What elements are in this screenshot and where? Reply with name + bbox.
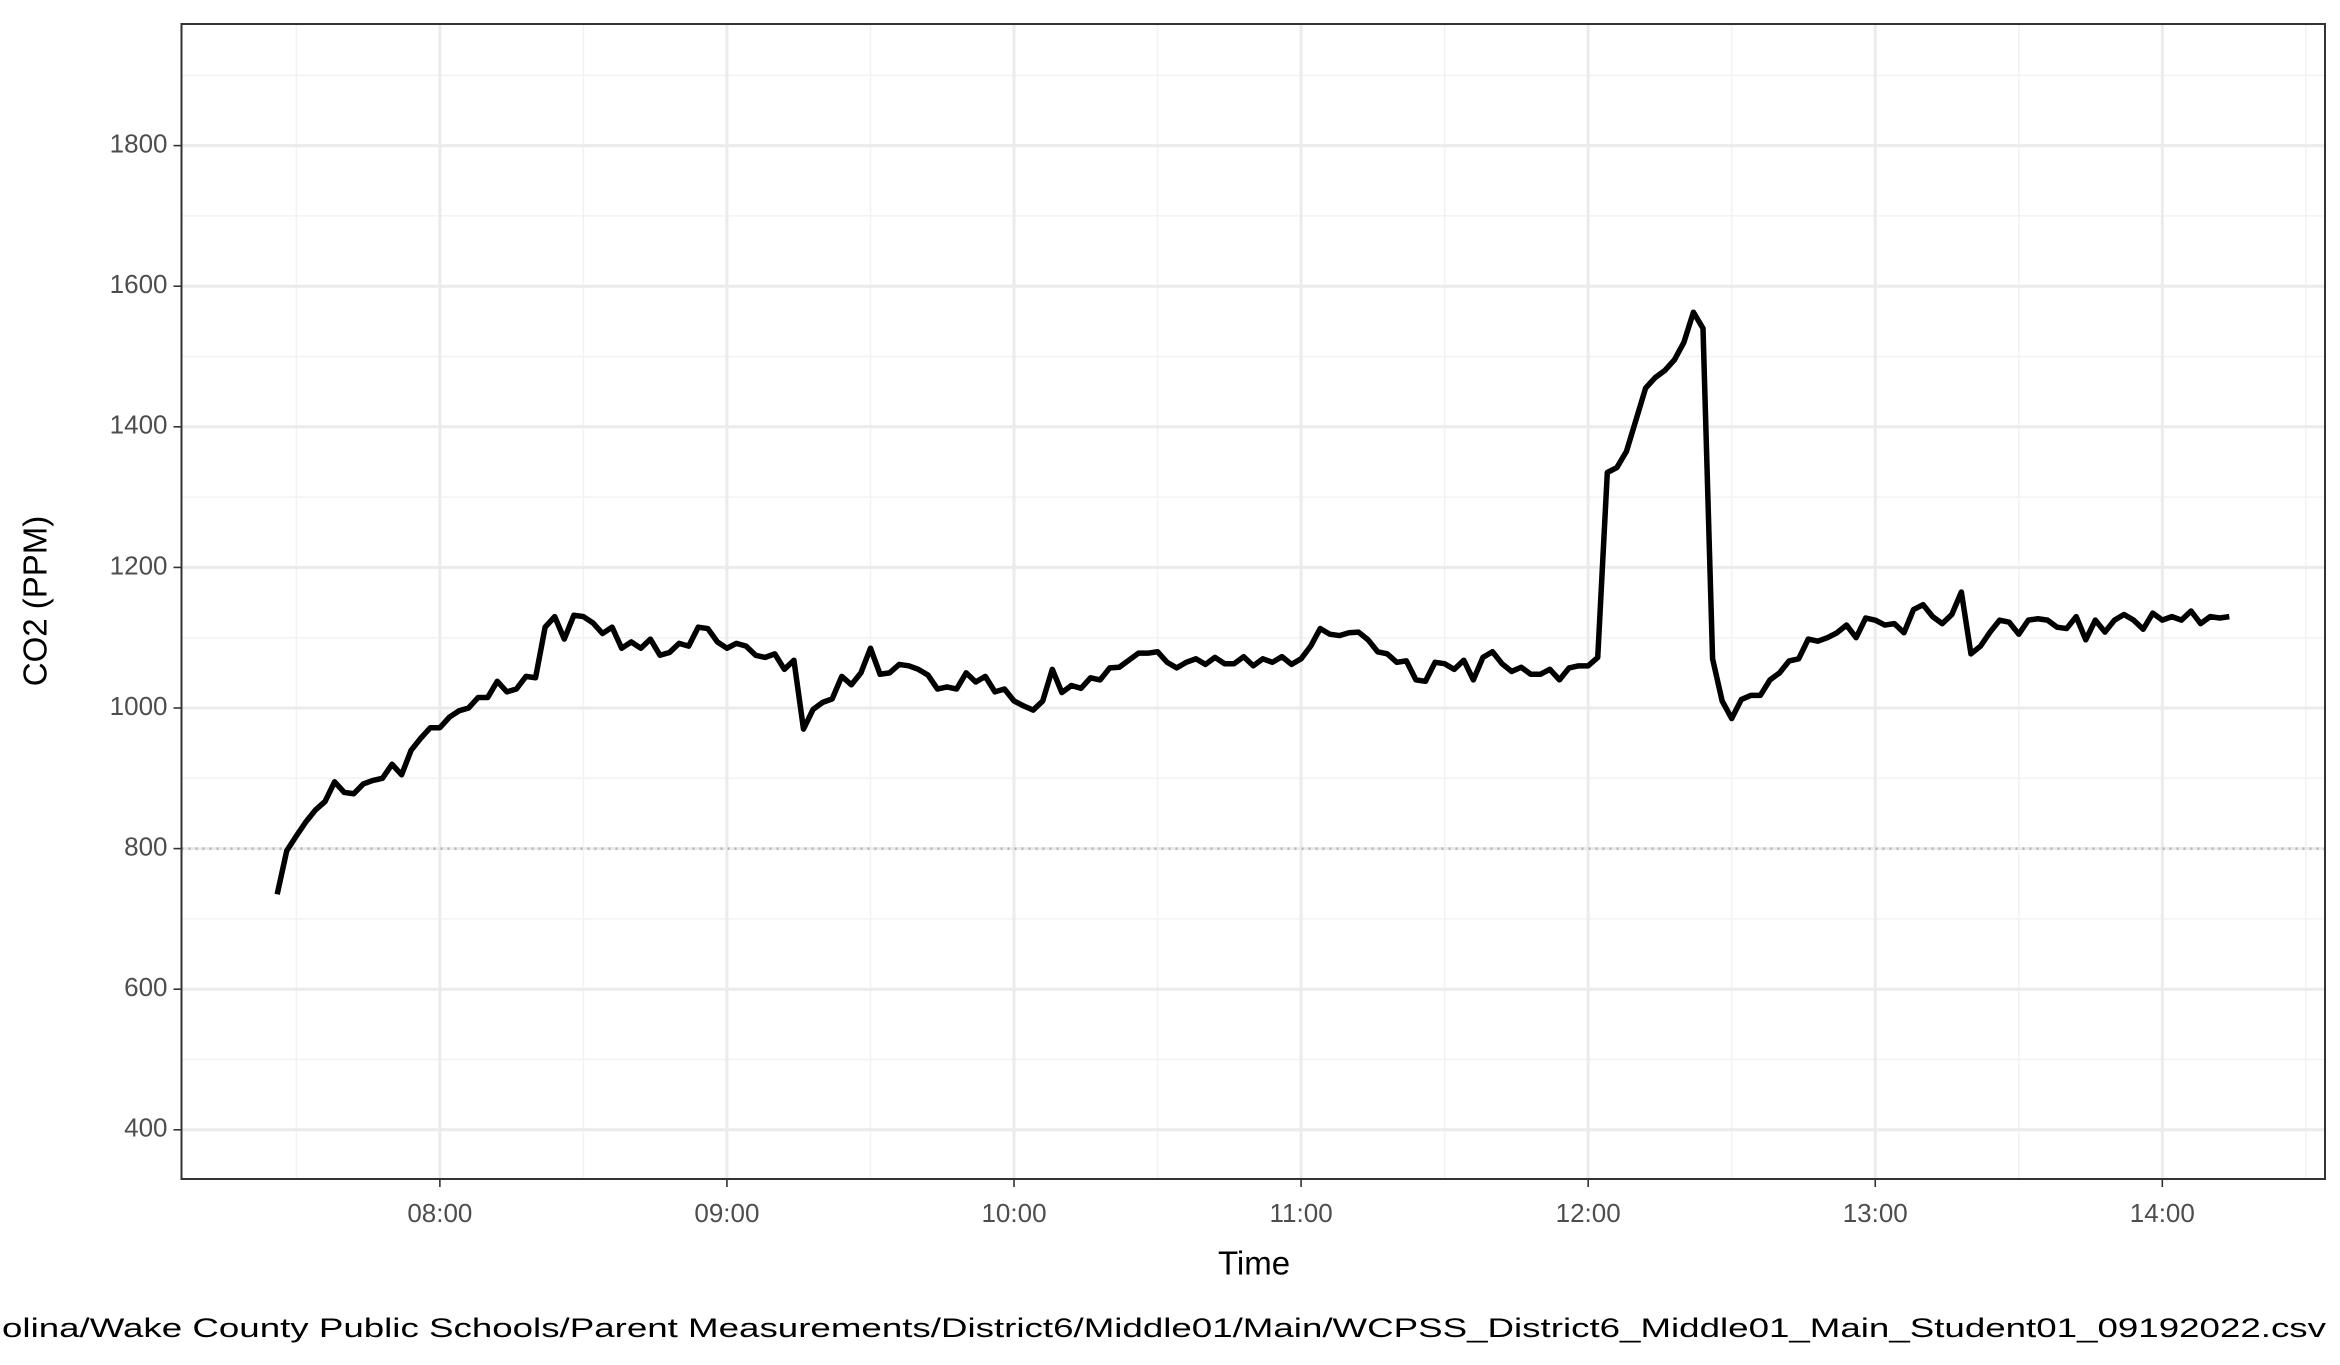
x-tick-label: 08:00 bbox=[407, 1198, 472, 1228]
y-tick-label: 1400 bbox=[110, 410, 168, 440]
y-tick-label: 1600 bbox=[110, 269, 168, 299]
y-tick-label: 400 bbox=[124, 1113, 167, 1143]
caption: olina/Wake County Public Schools/Parent … bbox=[2, 1313, 2327, 1343]
x-tick-label: 14:00 bbox=[2130, 1198, 2195, 1228]
x-tick-label: 13:00 bbox=[1843, 1198, 1908, 1228]
x-tick-label: 09:00 bbox=[694, 1198, 759, 1228]
y-tick-label: 1200 bbox=[110, 550, 168, 580]
x-tick-label: 11:00 bbox=[1270, 1198, 1333, 1228]
x-axis-title: Time bbox=[1218, 1245, 1290, 1282]
y-tick-label: 600 bbox=[124, 972, 167, 1002]
x-tick-label: 10:00 bbox=[981, 1198, 1046, 1228]
y-axis-title: CO2 (PPM) bbox=[17, 516, 54, 687]
y-tick-label: 1000 bbox=[110, 691, 168, 721]
y-tick-label: 1800 bbox=[110, 128, 168, 158]
panel-border bbox=[180, 23, 2326, 1180]
y-tick-label: 800 bbox=[124, 831, 167, 861]
data-line bbox=[274, 309, 2230, 895]
x-tick-label: 12:00 bbox=[1556, 1198, 1621, 1228]
